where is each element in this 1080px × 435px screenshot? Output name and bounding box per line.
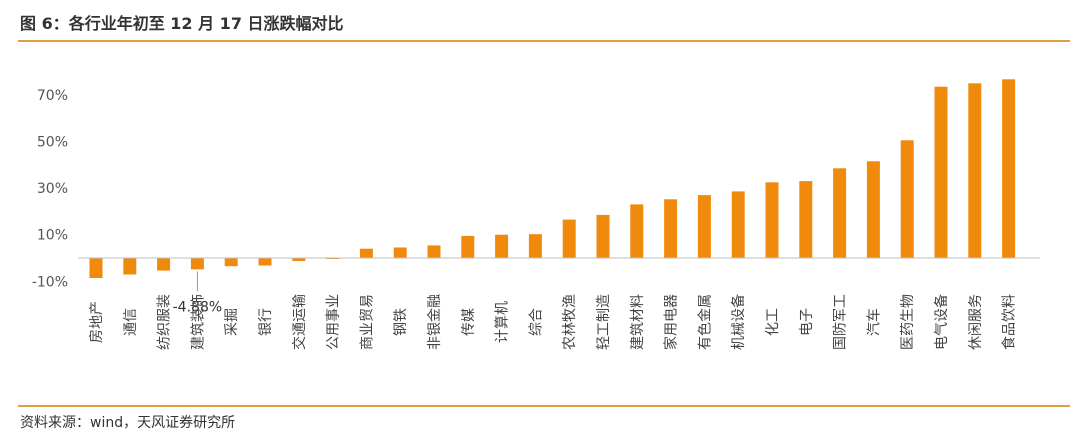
x-tick-label: 建筑装饰 xyxy=(190,294,206,350)
bar xyxy=(123,258,137,275)
bar xyxy=(833,168,847,258)
x-tick-label: 公用事业 xyxy=(326,294,342,350)
bar xyxy=(528,234,542,258)
bar xyxy=(224,258,238,267)
x-tick-label: 轻工制造 xyxy=(596,294,612,350)
bar xyxy=(765,182,779,258)
y-tick-label: 50% xyxy=(37,135,68,151)
bar xyxy=(292,258,306,261)
top-divider xyxy=(18,40,1070,42)
bar xyxy=(562,219,576,258)
annotation: -4.88% xyxy=(173,271,223,315)
chart-title: 图 6：各行业年初至 12 月 17 日涨跌幅对比 xyxy=(20,14,344,33)
bar xyxy=(934,86,948,258)
x-tick-label: 纺织服装 xyxy=(157,294,173,350)
data-label: -4.88% xyxy=(173,299,223,315)
x-tick-label: 非银金融 xyxy=(427,294,443,350)
bar xyxy=(1002,79,1016,258)
y-tick-label: 30% xyxy=(37,181,68,197)
x-tick-label: 商业贸易 xyxy=(359,294,375,350)
x-tick-label: 机械设备 xyxy=(730,294,747,350)
x-tick-label: 国防军工 xyxy=(833,294,849,350)
bar xyxy=(900,140,914,258)
x-tick-label: 综合 xyxy=(528,308,544,336)
bar xyxy=(596,214,610,258)
x-tick-label: 电气设备 xyxy=(933,294,950,350)
bar xyxy=(630,204,644,258)
x-tick-label: 化工 xyxy=(765,308,781,336)
y-axis-ticks: 70% 50% 30% 10% -10% xyxy=(32,88,68,290)
y-tick-label: -10% xyxy=(32,274,68,290)
y-tick-label: 10% xyxy=(37,228,68,244)
bar xyxy=(461,235,475,258)
bar xyxy=(697,195,711,258)
bar xyxy=(664,199,678,258)
x-tick-label: 房地产 xyxy=(89,301,105,343)
x-tick-label: 传媒 xyxy=(461,308,477,336)
bar xyxy=(866,161,880,258)
bar xyxy=(359,248,373,258)
bar xyxy=(799,181,813,258)
bar xyxy=(157,258,171,271)
x-tick-label: 交通运输 xyxy=(291,294,308,350)
x-tick-label: 银行 xyxy=(258,308,274,336)
bar xyxy=(190,258,204,270)
x-tick-label: 计算机 xyxy=(495,301,511,343)
bar xyxy=(495,234,509,258)
x-tick-label: 建筑材料 xyxy=(630,294,646,350)
x-tick-label: 家用电器 xyxy=(663,294,680,350)
y-tick-label: 70% xyxy=(37,88,68,104)
x-tick-label: 农林牧渔 xyxy=(562,294,578,350)
bar xyxy=(89,258,103,278)
bar xyxy=(427,245,441,258)
x-tick-label: 休闲服务 xyxy=(968,294,984,350)
x-tick-label: 食品饮料 xyxy=(1001,294,1018,350)
x-tick-label: 采掘 xyxy=(224,308,240,336)
bar xyxy=(968,83,982,259)
x-tick-label: 医药生物 xyxy=(900,294,916,350)
x-tick-label: 汽车 xyxy=(865,308,882,336)
x-tick-label: 电子 xyxy=(799,308,815,336)
bar xyxy=(731,191,745,258)
source-note: 资料来源：wind，天风证券研究所 xyxy=(20,415,236,431)
x-tick-label: 有色金属 xyxy=(696,294,713,350)
bottom-divider xyxy=(18,405,1070,407)
bar xyxy=(393,247,407,258)
x-tick-label: 钢铁 xyxy=(393,308,409,336)
x-axis-labels: 房地产 通信 纺织服装 建筑装饰 采掘 银行 交通运输 公用事业 商业贸易 钢铁 非银金融 传媒 计算机… xyxy=(89,294,1018,350)
bar xyxy=(258,258,272,266)
x-tick-label: 通信 xyxy=(123,308,139,336)
bars xyxy=(89,79,1016,278)
